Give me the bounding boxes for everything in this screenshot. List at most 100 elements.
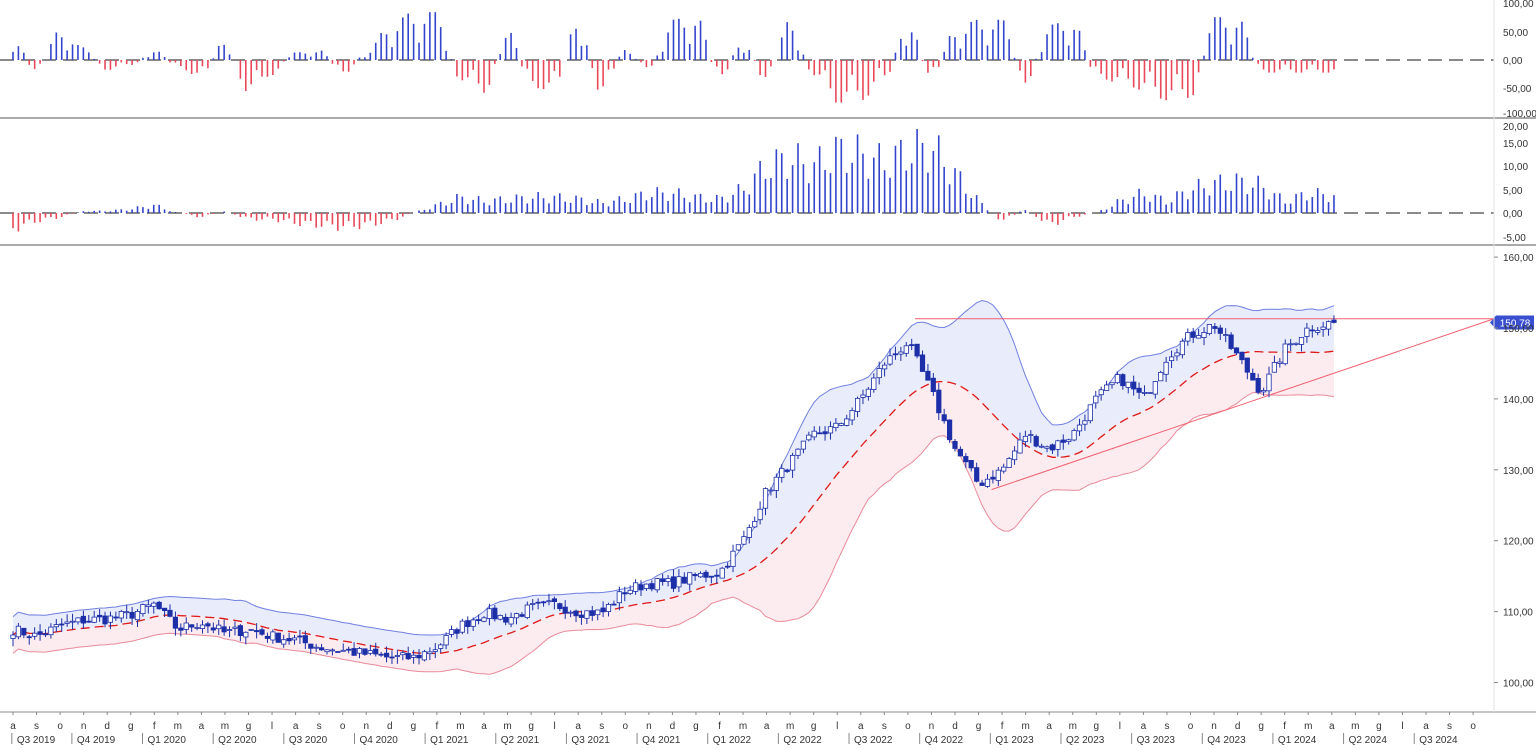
quarter-label: Q4 2020 [359, 735, 398, 745]
candle-body [746, 527, 752, 538]
candle-body [340, 649, 346, 652]
candle-body [1326, 321, 1332, 330]
candle-body [1087, 404, 1093, 422]
candle-body [80, 615, 86, 624]
month-label: d [1235, 721, 1241, 732]
candle-body [281, 639, 287, 645]
candle-body [1315, 330, 1321, 333]
candle-body [107, 615, 113, 623]
candle-body [817, 432, 823, 435]
candle-body [1320, 326, 1326, 330]
lower-band-line [12, 392, 1335, 675]
month-label: l [836, 721, 838, 732]
candle-body [936, 389, 942, 414]
oscillator-1-scale-label: 0,00 [1503, 56, 1523, 67]
candle-body [1271, 362, 1277, 373]
month-label: a [764, 721, 770, 732]
candle-body [362, 648, 368, 655]
candle-body [833, 422, 839, 428]
candle-body [1049, 444, 1055, 451]
price-scale-label: 120,00 [1503, 537, 1534, 548]
candle-body [665, 578, 671, 582]
candle-body [1109, 382, 1115, 386]
candle-body [811, 430, 817, 438]
month-label: l [554, 721, 556, 732]
candle-body [178, 627, 184, 631]
candle-body [1125, 381, 1131, 388]
candle-body [1120, 374, 1126, 387]
month-label: f [1001, 721, 1004, 732]
candle-body [752, 521, 758, 528]
candle-body [389, 656, 395, 659]
candle-body [1169, 356, 1175, 361]
month-label: m [786, 721, 794, 732]
month-label: n [929, 721, 935, 732]
month-label: m [456, 721, 464, 732]
candle-body [1244, 357, 1250, 373]
candle-body [264, 635, 271, 639]
candle-body [882, 364, 888, 370]
candle-body [865, 388, 872, 397]
candle-body [898, 351, 904, 355]
candle-body [421, 651, 428, 661]
candle-body [432, 649, 438, 652]
candle-body [1141, 391, 1148, 394]
candle-body [633, 582, 639, 592]
quarter-label: Q3 2019 [17, 735, 56, 745]
candle-body [1201, 331, 1207, 338]
candle-body [611, 603, 617, 606]
candle-body [216, 624, 222, 630]
candle-body [454, 629, 460, 634]
candle-body [849, 409, 855, 421]
candle-body [1288, 343, 1294, 346]
candle-body [97, 614, 103, 618]
candle-body [167, 609, 173, 617]
candle-body [172, 616, 178, 629]
candle-body [914, 343, 920, 357]
candle-body [589, 610, 595, 616]
month-label: f [718, 721, 721, 732]
candle-body [1104, 384, 1110, 391]
quarter-label: Q1 2023 [995, 735, 1034, 745]
candle-body [199, 624, 206, 629]
candle-body [443, 635, 449, 646]
month-label: d [952, 721, 958, 732]
oscillator-1-panel [0, 12, 1536, 119]
month-label: g [528, 721, 534, 732]
oscillator-2-panel [0, 129, 1536, 246]
candle-body [784, 469, 790, 472]
candle-body [947, 419, 953, 441]
candle-body [1206, 324, 1212, 335]
candle-body [838, 423, 844, 426]
candle-body [676, 576, 682, 588]
lower-band-fill [13, 351, 1334, 675]
candle-body [844, 418, 850, 426]
candle-body [1228, 334, 1234, 349]
candle-body [400, 652, 406, 656]
candle-body [1212, 326, 1218, 329]
candle-body [876, 368, 882, 379]
candle-body [405, 653, 411, 660]
candle-body [1066, 439, 1072, 442]
candle-body [660, 578, 666, 582]
month-label: n [646, 721, 652, 732]
candle-body [730, 550, 736, 568]
price-scale-label: 160,00 [1503, 253, 1534, 264]
month-label: o [340, 721, 346, 732]
candle-body [237, 625, 243, 636]
candle-body [335, 651, 341, 653]
candle-body [903, 345, 909, 354]
candle-body [53, 624, 59, 628]
candle-body [892, 353, 899, 356]
month-label: m [174, 721, 182, 732]
month-label: n [1211, 721, 1217, 732]
candle-body [318, 647, 325, 651]
candle-body [1250, 372, 1256, 381]
candle-body [59, 623, 65, 626]
candle-body [373, 648, 379, 655]
month-label: m [221, 721, 229, 732]
month-label: g [1094, 721, 1100, 732]
candle-body [427, 651, 433, 655]
